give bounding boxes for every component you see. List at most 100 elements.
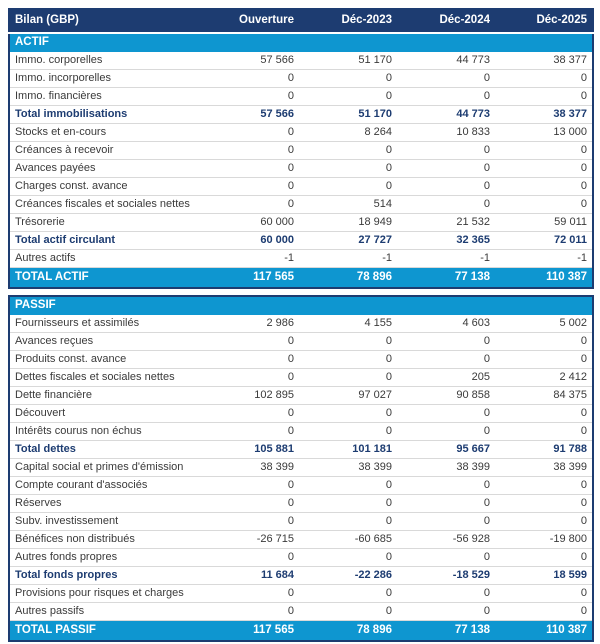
row-label: Compte courant d'associés [9, 476, 201, 495]
row-label: Créances fiscales et sociales nettes [9, 195, 201, 214]
table-row: Immo. incorporelles 0 0 0 0 [9, 69, 593, 88]
table-row: Immo. financières 0 0 0 0 [9, 87, 593, 106]
cell-value: 0 [495, 350, 594, 369]
cell-value: -22 286 [299, 566, 397, 585]
cell-value: 0 [299, 476, 397, 495]
cell-value: 8 264 [299, 123, 397, 142]
cell-value: 0 [397, 159, 495, 178]
table-header-row: Bilan (GBP) Ouverture Déc-2023 Déc-2024 … [9, 9, 593, 34]
cell-value: 59 011 [495, 213, 593, 232]
cell-value: 0 [201, 494, 299, 513]
table-row: Autres fonds propres 0 0 0 0 [9, 548, 594, 567]
row-label: Intérêts courus non échus [9, 422, 201, 441]
table-row: Immo. corporelles 57 566 51 170 44 773 38 37… [9, 52, 593, 70]
cell-value: 0 [397, 476, 495, 495]
row-label: Autres passifs [9, 602, 201, 621]
cell-value: 0 [397, 584, 495, 603]
cell-value: 0 [201, 584, 299, 603]
cell-value: 0 [495, 476, 594, 495]
cell-value: 0 [495, 548, 594, 567]
cell-value: -56 928 [397, 530, 495, 549]
cell-value: 95 667 [397, 440, 495, 459]
row-label: Produits const. avance [9, 350, 201, 369]
total-value: 78 896 [299, 267, 397, 288]
cell-value: 0 [201, 350, 299, 369]
cell-value: 38 377 [495, 52, 593, 70]
cell-value: 18 599 [495, 566, 594, 585]
subtotal-row: Total immobilisations 57 566 51 170 44 773 3… [9, 105, 593, 124]
cell-value: 57 566 [201, 52, 299, 70]
cell-value: 0 [495, 159, 593, 178]
cell-value: 90 858 [397, 386, 495, 405]
cell-value: 0 [201, 123, 299, 142]
section-title: PASSIF [9, 296, 594, 315]
cell-value: 0 [201, 404, 299, 423]
cell-value: 32 365 [397, 231, 495, 250]
table-row: Découvert 0 0 0 0 [9, 404, 594, 423]
cell-value: 0 [397, 404, 495, 423]
cell-value: 97 027 [299, 386, 397, 405]
cell-value: 91 788 [495, 440, 594, 459]
row-label: Dette financière [9, 386, 201, 405]
row-label: Créances à recevoir [9, 141, 201, 160]
cell-value: 84 375 [495, 386, 594, 405]
row-label: Réserves [9, 494, 201, 513]
cell-value: 11 684 [201, 566, 299, 585]
section-title: ACTIF [9, 33, 593, 52]
cell-value: 0 [299, 512, 397, 531]
subtotal-row: Total fonds propres 11 684 -22 286 -18 529 1… [9, 566, 594, 585]
cell-value: 101 181 [299, 440, 397, 459]
cell-value: 205 [397, 368, 495, 387]
cell-value: 0 [299, 584, 397, 603]
cell-value: 0 [397, 332, 495, 351]
cell-value: 0 [495, 141, 593, 160]
cell-value: -1 [397, 249, 495, 268]
table-row: Compte courant d'associés 0 0 0 0 [9, 476, 594, 495]
cell-value: 0 [201, 368, 299, 387]
total-label: TOTAL ACTIF [9, 267, 201, 288]
cell-value: 38 377 [495, 105, 593, 124]
cell-value: 60 000 [201, 213, 299, 232]
cell-value: 0 [299, 350, 397, 369]
cell-value: 0 [397, 350, 495, 369]
cell-value: 0 [299, 177, 397, 196]
table-row: Produits const. avance 0 0 0 0 [9, 350, 594, 369]
cell-value: 0 [495, 332, 594, 351]
row-label: Total immobilisations [9, 105, 201, 124]
balance-sheet: Bilan (GBP) Ouverture Déc-2023 Déc-2024 … [8, 8, 595, 642]
cell-value: 0 [201, 87, 299, 106]
cell-value: 0 [397, 494, 495, 513]
cell-value: 51 170 [299, 105, 397, 124]
cell-value: 105 881 [201, 440, 299, 459]
cell-value: 0 [495, 87, 593, 106]
cell-value: -1 [495, 249, 593, 268]
cell-value: -19 800 [495, 530, 594, 549]
cell-value: 0 [397, 177, 495, 196]
table-row: Autres passifs 0 0 0 0 [9, 602, 594, 621]
total-value: 78 896 [299, 620, 397, 641]
cell-value: 0 [201, 69, 299, 88]
cell-value: 0 [299, 404, 397, 423]
subtotal-row: Total actif circulant 60 000 27 727 32 365 7… [9, 231, 593, 250]
table-row: Créances à recevoir 0 0 0 0 [9, 141, 593, 160]
cell-value: 38 399 [299, 458, 397, 477]
row-label: Immo. incorporelles [9, 69, 201, 88]
row-label: Autres fonds propres [9, 548, 201, 567]
passif-table: PASSIF Fournisseurs et assimilés 2 986 4 1… [8, 295, 595, 642]
cell-value: 0 [397, 422, 495, 441]
row-label: Fournisseurs et assimilés [9, 315, 201, 333]
cell-value: 38 399 [397, 458, 495, 477]
cell-value: 44 773 [397, 52, 495, 70]
cell-value: 5 002 [495, 315, 594, 333]
cell-value: 0 [495, 512, 594, 531]
cell-value: 0 [397, 548, 495, 567]
cell-value: 0 [397, 69, 495, 88]
cell-value: 0 [495, 69, 593, 88]
row-label: Total fonds propres [9, 566, 201, 585]
table-row: Provisions pour risques et charges 0 0 0 0 [9, 584, 594, 603]
cell-value: 72 011 [495, 231, 593, 250]
table-row: Réserves 0 0 0 0 [9, 494, 594, 513]
cell-value: 2 412 [495, 368, 594, 387]
cell-value: 0 [201, 195, 299, 214]
table-row: Autres actifs -1 -1 -1 -1 [9, 249, 593, 268]
